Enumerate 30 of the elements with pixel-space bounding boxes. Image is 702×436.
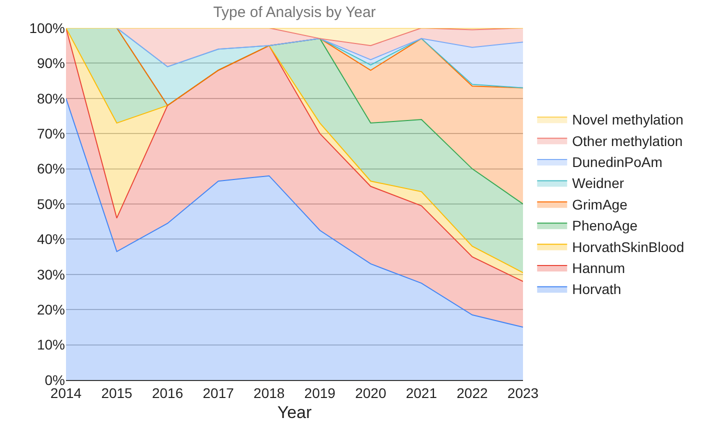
legend-label: PhenoAge [572, 218, 638, 234]
legend-label: DunedinPoAm [572, 154, 662, 170]
legend-label: Hannum [572, 260, 626, 276]
y-tick-label: 10% [36, 336, 65, 353]
x-axis-title: Year [277, 403, 312, 422]
x-tick-label: 2019 [304, 384, 336, 401]
y-tick-label: 60% [36, 160, 65, 177]
y-tick-label: 30% [36, 266, 65, 282]
x-tick-label: 2017 [202, 384, 234, 401]
x-tick-label: 2016 [152, 384, 184, 401]
y-tick-label: 40% [36, 231, 65, 248]
x-tick-label: 2023 [507, 384, 539, 401]
legend-label: Weidner [572, 175, 624, 192]
legend-label: Other methylation [572, 132, 683, 149]
legend-label: Novel methylation [572, 112, 684, 128]
y-tick-label: 20% [36, 302, 65, 318]
x-tick-label: 2021 [406, 384, 438, 401]
legend-label: GrimAge [572, 196, 628, 212]
y-tick-label: 90% [36, 55, 65, 72]
x-tick-label: 2020 [355, 384, 386, 401]
legend-label: Horvath [572, 281, 622, 298]
legend-label: HorvathSkinBlood [572, 238, 684, 255]
x-tick-label: 2018 [254, 384, 285, 401]
y-tick-label: 100% [29, 20, 65, 36]
x-tick-label: 2022 [456, 384, 488, 401]
y-tick-label: 50% [36, 196, 65, 212]
y-tick-label: 80% [36, 90, 65, 106]
x-tick-label: 2015 [101, 384, 133, 401]
y-tick-label: 70% [36, 126, 65, 142]
chart-title: Type of Analysis by Year [213, 4, 376, 22]
